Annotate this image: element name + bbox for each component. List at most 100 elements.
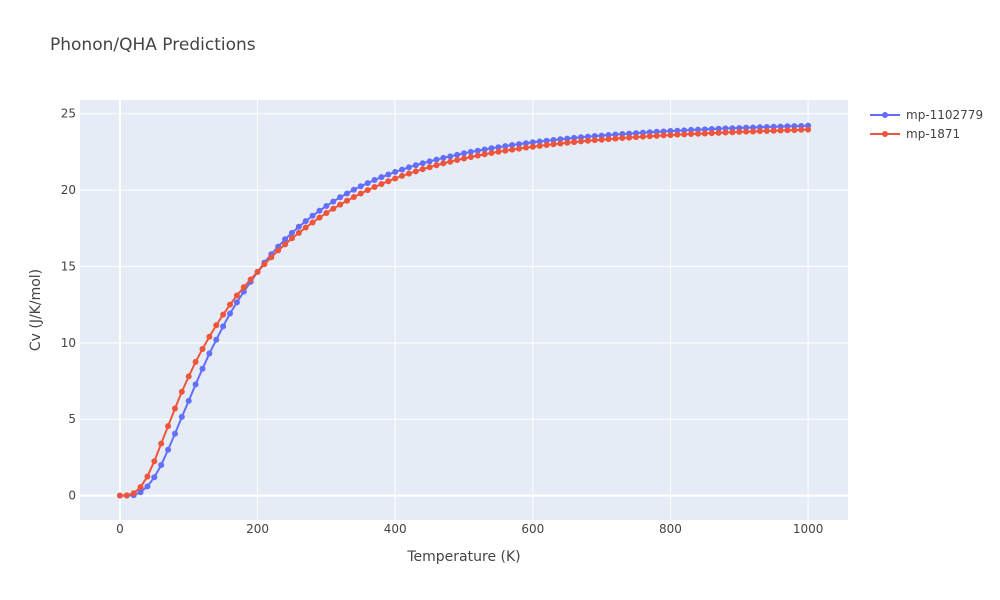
data-point[interactable] [584, 137, 591, 144]
data-point[interactable] [591, 133, 598, 140]
data-point[interactable] [275, 247, 282, 254]
data-point[interactable] [467, 148, 474, 155]
data-point[interactable] [681, 131, 688, 138]
data-point[interactable] [633, 134, 640, 141]
data-point[interactable] [694, 130, 701, 137]
data-point[interactable] [763, 128, 770, 135]
data-point[interactable] [467, 153, 474, 160]
data-point[interactable] [461, 155, 467, 162]
data-point[interactable] [185, 397, 192, 404]
data-point[interactable] [171, 430, 178, 437]
data-point[interactable] [240, 284, 247, 291]
data-point[interactable] [426, 164, 433, 171]
data-point[interactable] [426, 158, 433, 165]
data-point[interactable] [130, 490, 137, 497]
data-point[interactable] [165, 446, 172, 453]
data-point[interactable] [247, 276, 254, 283]
data-point[interactable] [419, 166, 426, 173]
data-point[interactable] [282, 236, 289, 243]
data-point[interactable] [213, 336, 220, 343]
data-point[interactable] [564, 139, 571, 146]
series-mp-1871[interactable] [116, 126, 812, 499]
data-point[interactable] [158, 462, 165, 469]
data-point[interactable] [337, 194, 344, 201]
data-point[interactable] [543, 137, 550, 144]
data-point[interactable] [116, 492, 123, 499]
data-point[interactable] [605, 131, 612, 138]
data-point[interactable] [151, 474, 158, 481]
data-point[interactable] [474, 152, 481, 159]
data-point[interactable] [488, 149, 495, 156]
data-point[interactable] [481, 151, 488, 158]
data-point[interactable] [694, 126, 701, 133]
data-point[interactable] [488, 145, 495, 152]
data-point[interactable] [433, 162, 440, 169]
data-point[interactable] [199, 345, 206, 352]
data-point[interactable] [612, 135, 619, 142]
data-point[interactable] [199, 365, 206, 372]
data-point[interactable] [447, 153, 454, 160]
data-point[interactable] [171, 405, 178, 412]
data-point[interactable] [440, 154, 447, 161]
data-point[interactable] [722, 129, 729, 136]
data-point[interactable] [385, 178, 392, 185]
data-point[interactable] [302, 218, 309, 225]
data-point[interactable] [598, 136, 605, 143]
data-point[interactable] [495, 144, 502, 151]
data-point[interactable] [385, 171, 392, 178]
data-point[interactable] [440, 160, 447, 167]
data-point[interactable] [371, 177, 378, 184]
data-point[interactable] [646, 133, 653, 140]
data-point[interactable] [316, 214, 323, 221]
data-point[interactable] [350, 193, 357, 200]
data-point[interactable] [392, 168, 399, 175]
data-point[interactable] [481, 146, 488, 153]
data-point[interactable] [660, 132, 667, 139]
data-point[interactable] [357, 190, 364, 197]
data-point[interactable] [729, 129, 736, 136]
data-point[interactable] [178, 388, 185, 395]
data-point[interactable] [165, 423, 172, 430]
data-point[interactable] [509, 142, 516, 149]
data-point[interactable] [206, 350, 213, 357]
data-point[interactable] [529, 143, 536, 150]
data-point[interactable] [282, 241, 289, 248]
data-point[interactable] [756, 128, 763, 135]
data-point[interactable] [591, 137, 598, 144]
data-point[interactable] [337, 201, 344, 208]
data-point[interactable] [571, 134, 578, 141]
data-point[interactable] [715, 129, 722, 136]
data-point[interactable] [123, 492, 130, 499]
data-point[interactable] [227, 310, 234, 317]
data-point[interactable] [323, 202, 330, 209]
data-point[interactable] [419, 160, 426, 167]
data-point[interactable] [577, 138, 584, 145]
series-mp-1102779[interactable] [116, 122, 812, 499]
data-point[interactable] [688, 131, 695, 138]
data-point[interactable] [619, 135, 626, 142]
data-point[interactable] [543, 142, 550, 149]
data-point[interactable] [550, 137, 557, 144]
data-point[interactable] [350, 186, 357, 193]
data-point[interactable] [770, 127, 777, 134]
data-point[interactable] [502, 147, 509, 154]
data-point[interactable] [536, 138, 543, 145]
data-point[interactable] [302, 224, 309, 231]
data-point[interactable] [743, 128, 750, 135]
data-point[interactable] [399, 172, 406, 179]
data-point[interactable] [254, 268, 261, 275]
data-point[interactable] [447, 158, 454, 165]
data-point[interactable] [233, 292, 240, 299]
data-point[interactable] [564, 135, 571, 142]
data-point[interactable] [192, 381, 199, 388]
data-point[interactable] [577, 134, 584, 141]
data-point[interactable] [502, 143, 509, 150]
data-point[interactable] [653, 128, 660, 135]
data-point[interactable] [557, 140, 564, 147]
legend-item[interactable]: mp-1871 [870, 127, 960, 141]
data-point[interactable] [805, 126, 812, 133]
data-point[interactable] [736, 128, 743, 135]
data-point[interactable] [715, 125, 722, 132]
data-point[interactable] [295, 229, 302, 236]
data-point[interactable] [316, 207, 323, 214]
